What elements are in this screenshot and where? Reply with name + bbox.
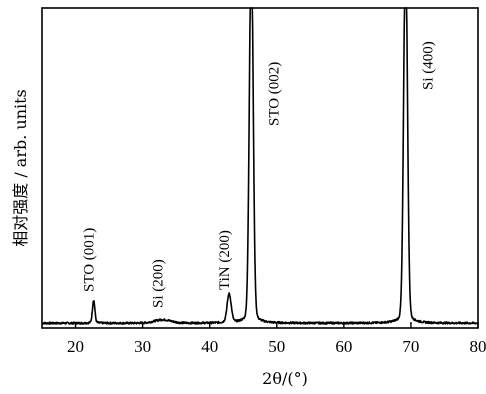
peak-labels: STO (001) Si (200) TiN (200) STO (002) Si (4… — [82, 41, 437, 308]
x-tick-label: 50 — [268, 337, 285, 356]
x-tick-label: 20 — [67, 337, 84, 356]
peak-label: Si (400) — [421, 41, 437, 90]
peak-label: TiN (200) — [217, 230, 233, 290]
x-tick-labels: 20 30 40 50 60 70 80 — [67, 337, 486, 356]
peak-label: STO (002) — [266, 62, 282, 126]
x-tick-label: 40 — [201, 337, 218, 356]
x-ticks — [74, 322, 479, 328]
peak-label: Si (200) — [151, 259, 167, 308]
peak-label: STO (001) — [82, 228, 98, 292]
x-tick-label: 60 — [335, 337, 352, 356]
xrd-trace — [41, 7, 479, 325]
x-tick-label: 80 — [470, 337, 486, 356]
x-axis-title: 2θ/(°) — [262, 369, 308, 388]
plot-frame — [41, 7, 479, 329]
x-tick-label: 70 — [402, 337, 419, 356]
y-axis-title: 相对强度 / arb. units — [11, 89, 30, 247]
x-tick-label: 30 — [134, 337, 151, 356]
